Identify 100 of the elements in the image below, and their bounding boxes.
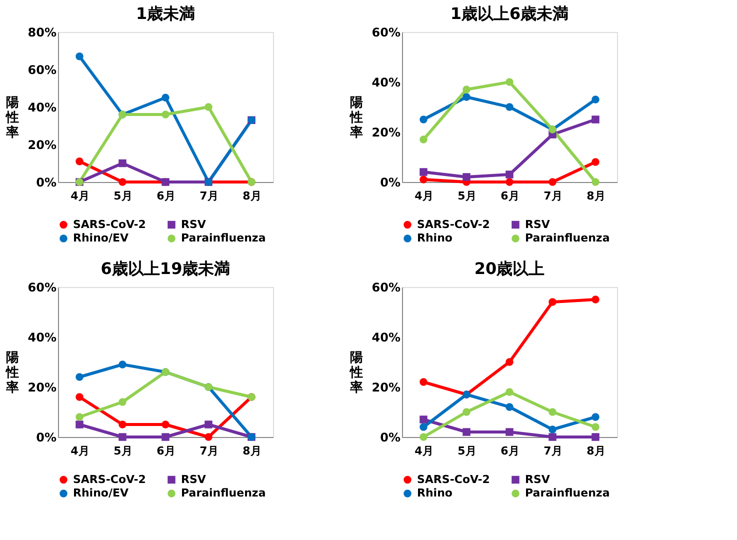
point <box>592 423 600 431</box>
point <box>462 86 470 94</box>
x-tick-label: 7月 <box>544 190 562 202</box>
point <box>506 403 514 411</box>
legend-label: Rhino <box>417 486 453 500</box>
point <box>592 158 600 166</box>
point <box>462 173 470 181</box>
point <box>76 413 84 421</box>
y-tick-label: 60% <box>28 280 56 294</box>
point <box>592 296 600 304</box>
point <box>548 433 556 441</box>
y-tick-label: 40% <box>372 76 400 90</box>
chart-title: 1歳以上6歳未満 <box>450 4 569 23</box>
y-tick-label: 0% <box>380 176 400 190</box>
legend-label: Rhino/EV <box>73 232 129 244</box>
point <box>420 116 428 124</box>
point <box>420 136 428 144</box>
point <box>462 428 470 436</box>
y-tick-label: 0% <box>36 430 56 444</box>
legend-label: SARS-CoV-2 <box>417 218 490 231</box>
x-tick-label: 4月 <box>70 190 90 202</box>
x-tick-label: 6月 <box>500 444 520 458</box>
x-tick-label: 6月 <box>156 444 176 458</box>
point <box>506 428 514 436</box>
point <box>420 423 428 431</box>
legend-label: SARS-CoV-2 <box>73 218 146 231</box>
point <box>548 408 556 416</box>
point <box>420 416 428 424</box>
point <box>592 178 600 186</box>
point <box>76 52 84 60</box>
point <box>118 433 126 441</box>
y-tick-label: 60% <box>372 280 400 294</box>
legend-label: Rhino <box>417 232 453 244</box>
point <box>420 176 428 184</box>
point <box>506 78 514 86</box>
point <box>204 433 212 441</box>
y-tick-label: 20% <box>372 126 400 140</box>
y-axis-title: 陽性率 <box>5 350 19 396</box>
point <box>506 170 514 178</box>
x-tick-label: 6月 <box>500 190 520 202</box>
point <box>162 433 170 441</box>
legend-label: RSV <box>181 472 206 486</box>
point <box>162 420 170 428</box>
point <box>506 103 514 111</box>
point <box>592 413 600 421</box>
point <box>76 420 84 428</box>
point <box>76 373 84 381</box>
y-axis-title: 陽性率 <box>349 96 363 140</box>
point <box>118 159 126 168</box>
x-tick-label: 5月 <box>458 190 476 202</box>
legend-label: Parainfluenza <box>525 486 610 500</box>
point <box>592 96 600 104</box>
legend-label: Rhino/EV <box>73 486 129 500</box>
point <box>548 426 556 434</box>
point <box>76 158 84 166</box>
x-tick-label: 5月 <box>458 444 476 458</box>
point <box>506 358 514 366</box>
point <box>592 433 600 441</box>
legend-label: SARS-CoV-2 <box>417 472 490 486</box>
point <box>162 110 170 118</box>
y-tick-label: 60% <box>28 63 56 77</box>
x-tick-label: 7月 <box>544 444 562 458</box>
y-tick-label: 40% <box>372 330 400 344</box>
x-tick-label: 4月 <box>414 444 434 458</box>
legend-label: RSV <box>181 218 206 231</box>
legend-label: Parainfluenza <box>525 232 610 244</box>
point <box>420 378 428 386</box>
point <box>548 178 556 186</box>
x-tick-label: 7月 <box>200 444 218 458</box>
x-tick-label: 8月 <box>586 190 606 202</box>
point <box>462 408 470 416</box>
point <box>118 360 126 368</box>
y-tick-label: 60% <box>372 26 400 40</box>
x-tick-label: 5月 <box>114 444 132 458</box>
x-tick-label: 4月 <box>70 444 90 458</box>
x-tick-label: 8月 <box>586 444 606 458</box>
legend-label: RSV <box>525 472 550 486</box>
point <box>118 178 126 186</box>
point <box>548 298 556 306</box>
point <box>76 393 84 401</box>
x-tick-label: 7月 <box>200 190 218 202</box>
y-tick-label: 40% <box>28 100 56 114</box>
point <box>420 433 428 441</box>
legend-label: Parainfluenza <box>181 486 266 500</box>
point <box>462 93 470 101</box>
point <box>506 178 514 186</box>
chart-title: 1歳未満 <box>136 4 196 23</box>
x-tick-label: 6月 <box>156 190 176 202</box>
chart-title: 6歳以上19歳未満 <box>100 259 230 278</box>
x-tick-label: 8月 <box>242 190 262 202</box>
x-tick-label: 4月 <box>414 190 434 202</box>
point <box>506 388 514 396</box>
point <box>118 420 126 428</box>
y-tick-label: 20% <box>28 138 56 152</box>
y-tick-label: 0% <box>380 430 400 444</box>
y-tick-label: 20% <box>372 380 400 394</box>
point <box>162 94 170 102</box>
point <box>204 103 212 111</box>
point <box>592 116 600 124</box>
point <box>420 168 428 176</box>
